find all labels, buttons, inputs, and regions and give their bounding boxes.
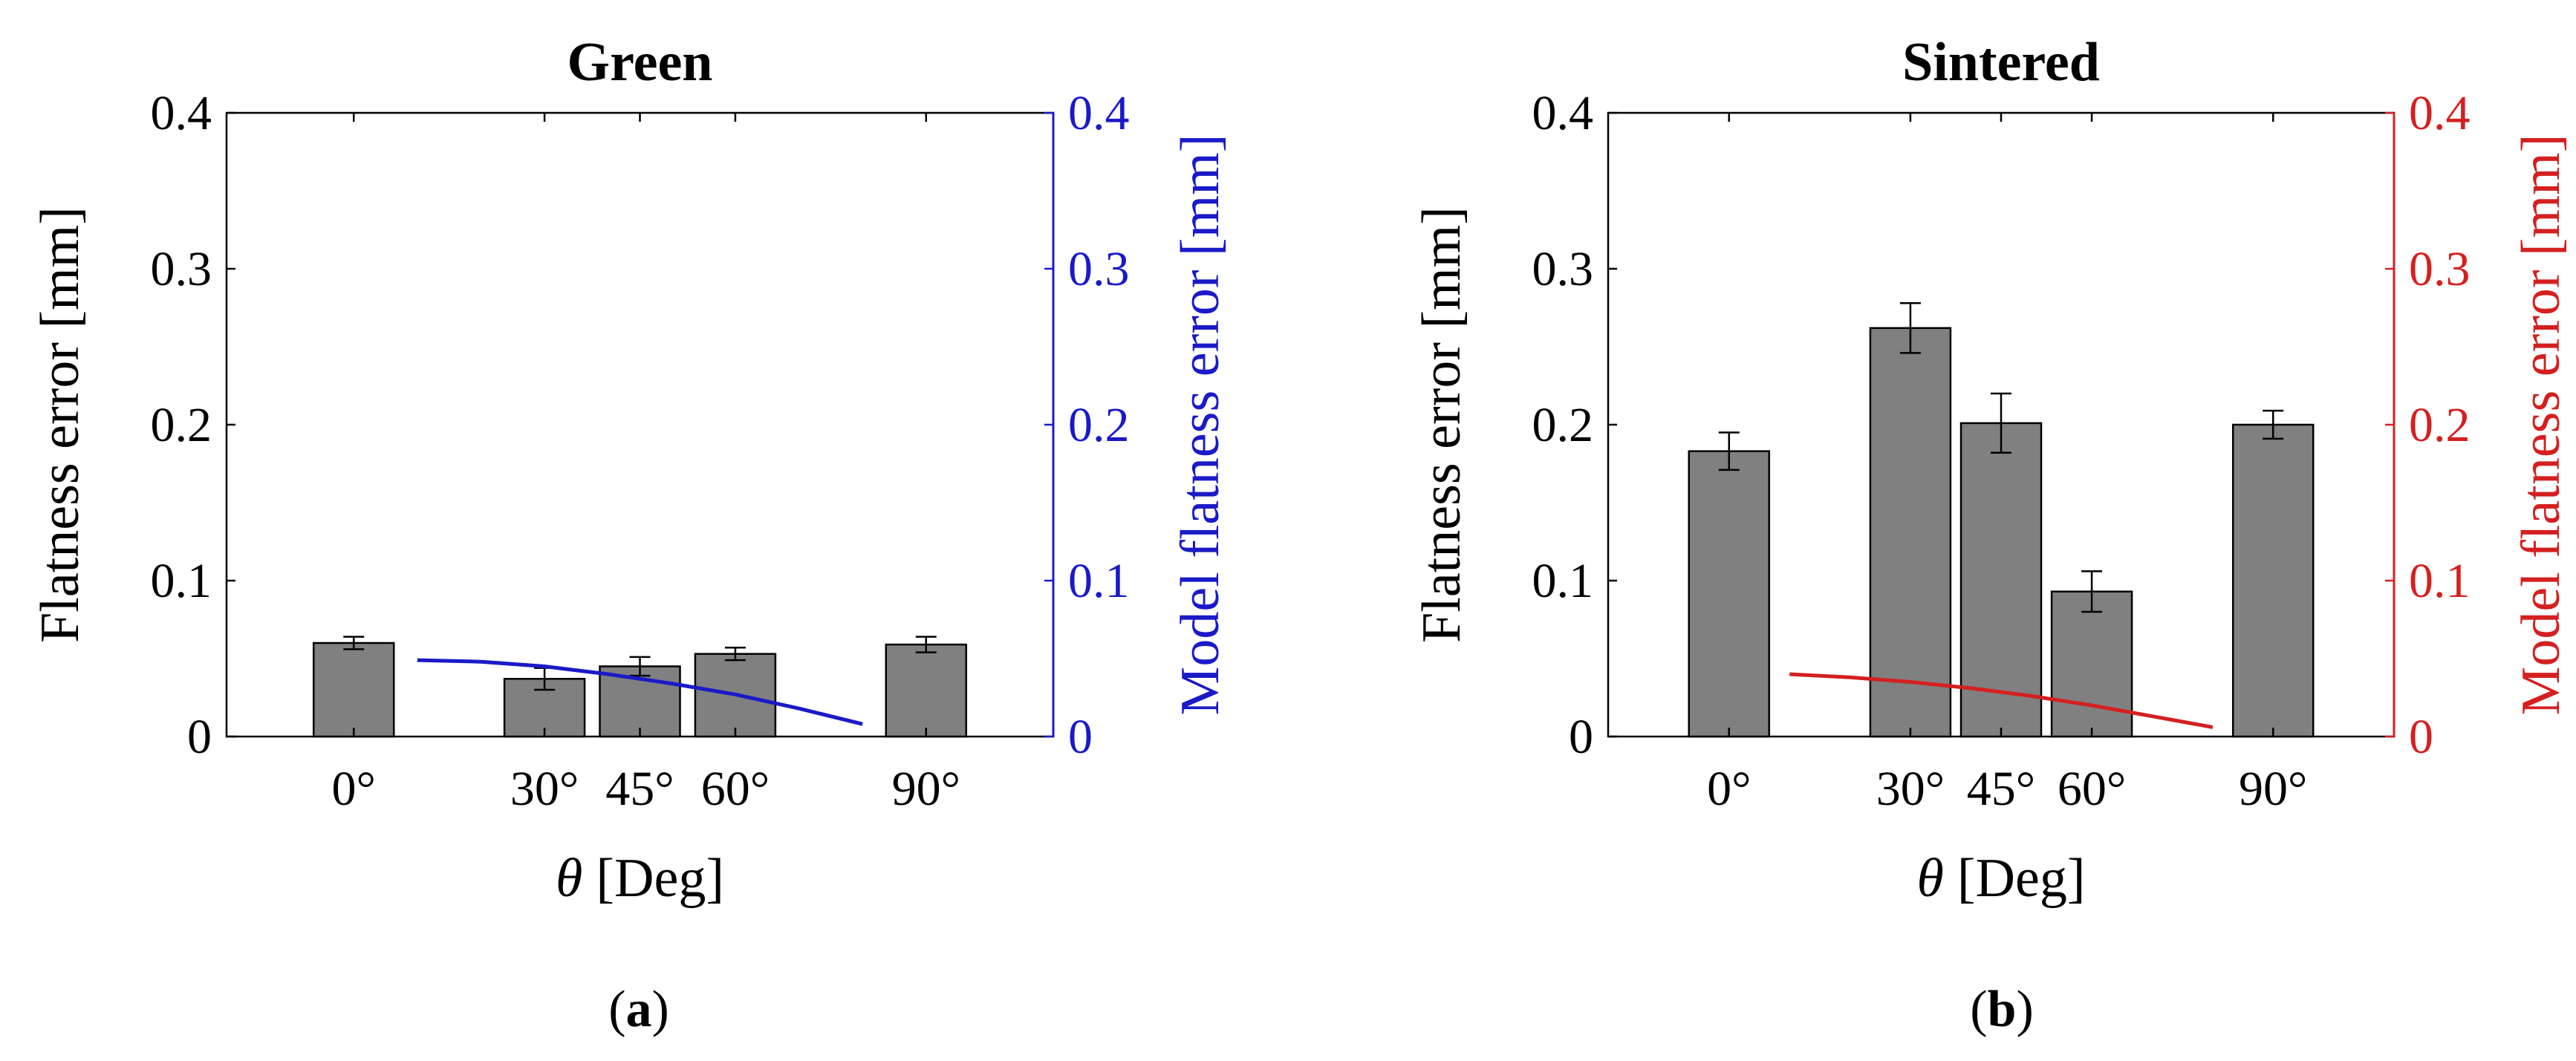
- left-y-tick-label: 0.3: [1532, 242, 1594, 296]
- bar-60deg: [2050, 590, 2133, 738]
- left-y-tick-label: 0.2: [1532, 398, 1594, 452]
- left-y-tick-label: 0.3: [151, 242, 212, 296]
- x-tick-label: 90°: [2239, 762, 2307, 816]
- left-y-tick-label: 0.1: [151, 554, 212, 608]
- model-line: [417, 658, 863, 726]
- error-bar: [629, 656, 651, 677]
- x-axis-unit: [Deg]: [596, 848, 724, 909]
- x-axis-symbol: θ: [1917, 848, 1944, 909]
- x-tick-label: 60°: [2058, 762, 2126, 816]
- panel-label: (b): [1970, 981, 2034, 1038]
- x-tick-label: 90°: [892, 762, 960, 816]
- bar-90deg: [885, 643, 968, 738]
- right-y-tick-label: 0.3: [1068, 242, 1130, 296]
- panel-letter: a: [626, 981, 652, 1038]
- chart-title: Sintered: [1902, 32, 2100, 93]
- x-axis-unit: [Deg]: [1957, 848, 2086, 909]
- right-y-tick-label: 0.4: [2409, 86, 2471, 140]
- error-bar: [1991, 392, 2011, 454]
- left-y-tick-label: 0: [187, 710, 212, 764]
- right-y-tick-label: 0.1: [1068, 554, 1130, 608]
- bar-90deg: [2231, 423, 2315, 738]
- x-tick-label: 0°: [332, 762, 376, 816]
- panel-letter: b: [1988, 981, 2017, 1038]
- bar-30deg: [1869, 327, 1952, 738]
- x-tick-label: 0°: [1707, 762, 1751, 816]
- x-axis-symbol: θ: [556, 848, 582, 909]
- right-y-axis-label: Model flatness error [mm]: [2511, 134, 2572, 716]
- bar-0deg: [312, 642, 395, 738]
- left-y-axis-label: Flatness error [mm]: [1411, 206, 1472, 643]
- model-line: [1789, 672, 2214, 729]
- bar-45deg: [1959, 422, 2043, 738]
- left-y-axis-label: Flatness error [mm]: [30, 206, 91, 643]
- x-axis-label: θ [Deg]: [1917, 848, 2086, 909]
- x-tick-label: 45°: [605, 762, 674, 816]
- right-y-tick-label: 0: [1068, 710, 1093, 764]
- panel-label: (a): [608, 981, 669, 1038]
- bar-0deg: [1688, 450, 1771, 738]
- right-y-tick-label: 0.1: [2409, 554, 2471, 608]
- x-tick-label: 30°: [510, 762, 579, 816]
- right-y-tick-label: 0.2: [1068, 398, 1130, 452]
- error-bar: [2081, 570, 2103, 613]
- right-y-tick-label: 0.2: [2409, 398, 2471, 452]
- error-bar: [724, 647, 746, 662]
- left-y-tick-label: 0.2: [151, 398, 212, 452]
- right-y-tick-label: 0.3: [2409, 242, 2471, 296]
- x-tick-label: 45°: [1967, 762, 2035, 816]
- left-y-tick-label: 0: [1569, 710, 1593, 764]
- chart-panel-a: 0 0 0.1 0.1 0.2 0.2 0.3 0.3 0.4 0.4 0° 30° 45° 60° 90°…: [30, 32, 1231, 1038]
- left-y-tick-label: 0.1: [1532, 554, 1594, 608]
- error-bar: [343, 636, 365, 650]
- left-y-tick-label: 0.4: [1532, 86, 1594, 140]
- chart-panel-b: 0 0 0.1 0.1 0.2 0.2 0.3 0.3 0.4 0.4 0° 30° 45° 60° 90°…: [1411, 32, 2572, 1038]
- bar-45deg: [599, 665, 681, 738]
- error-bar: [1899, 301, 1921, 354]
- chart-title: Green: [567, 32, 713, 93]
- x-tick-label: 60°: [701, 762, 770, 816]
- right-y-tick-label: 0.4: [1068, 86, 1130, 140]
- x-tick-label: 30°: [1876, 762, 1945, 816]
- right-y-tick-label: 0: [2409, 710, 2433, 764]
- x-axis-label: θ [Deg]: [556, 848, 724, 909]
- right-y-axis-label: Model flatness error [mm]: [1170, 134, 1231, 716]
- error-bar: [915, 636, 937, 653]
- left-y-tick-label: 0.4: [151, 86, 212, 140]
- error-bar: [1718, 431, 1740, 471]
- error-bar: [2263, 409, 2284, 440]
